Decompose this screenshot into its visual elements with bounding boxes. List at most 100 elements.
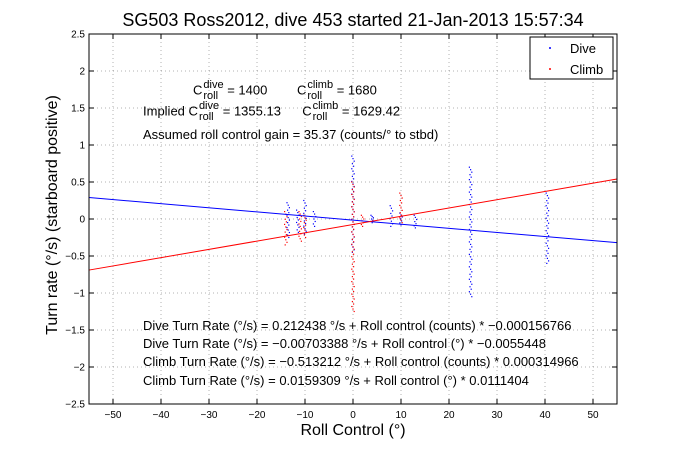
dive-point — [470, 226, 472, 228]
climb-point — [399, 192, 401, 194]
climb-point — [353, 310, 355, 313]
climb-point — [399, 204, 401, 207]
dive-point — [288, 231, 290, 234]
dive-point — [547, 215, 549, 217]
climb-point — [351, 293, 353, 295]
dive-point — [399, 222, 401, 224]
climb-point — [300, 215, 302, 218]
dive-point — [468, 291, 470, 293]
climb-point — [353, 203, 355, 206]
dive-point — [298, 226, 300, 228]
dive-point — [469, 261, 471, 263]
legend-climb-marker — [549, 68, 551, 70]
dive-point — [546, 220, 548, 222]
dive-point — [305, 222, 307, 225]
climb-point — [298, 211, 300, 213]
dive-point — [468, 228, 470, 231]
dive-point — [471, 258, 473, 260]
dive-point — [415, 223, 417, 225]
x-tick-label: 20 — [443, 410, 455, 421]
climb-point — [353, 298, 355, 300]
climb-point — [352, 283, 354, 285]
climb-point — [352, 295, 354, 298]
y-tick-label: 2 — [79, 67, 85, 78]
dive-point — [469, 248, 471, 250]
climb-point — [401, 214, 403, 216]
dive-point — [546, 200, 548, 202]
climb-point — [351, 288, 353, 290]
dive-point — [469, 286, 471, 288]
climb-point — [303, 227, 305, 229]
climb-point — [351, 218, 353, 220]
dive-point — [546, 225, 548, 227]
climb-point — [352, 271, 354, 273]
implied-dive-symbol: C — [188, 103, 198, 119]
climb-point — [353, 273, 355, 275]
climb-point — [351, 188, 353, 191]
climb-point — [353, 211, 355, 213]
climb-point — [299, 230, 301, 232]
x-tick-label: −20 — [249, 410, 266, 421]
dive-point — [470, 268, 472, 270]
dive-point — [470, 251, 472, 253]
climb-point — [353, 303, 355, 305]
climb-point — [284, 231, 286, 233]
climb-fit-line — [88, 178, 618, 271]
dive-point — [470, 206, 472, 208]
dive-point — [351, 168, 353, 170]
climb-point — [353, 198, 355, 201]
climb-point — [351, 276, 353, 278]
dive-point — [471, 271, 473, 273]
climb-point — [298, 235, 300, 237]
climb-point — [298, 223, 300, 225]
y-tick-label: −2 — [74, 363, 86, 374]
climb-point — [305, 236, 307, 239]
y-tick-label: 0 — [79, 215, 85, 226]
y-tick-label: −1 — [74, 289, 86, 300]
climb-point — [351, 281, 353, 283]
dive-point — [312, 211, 314, 213]
dive-point — [314, 225, 316, 227]
dive-point — [546, 195, 548, 197]
dive-point — [297, 219, 299, 221]
dive-point — [287, 221, 289, 224]
dive-point — [353, 178, 355, 180]
dive-point — [372, 219, 374, 221]
dive-point — [390, 207, 392, 209]
c-climb-value: = 1680 — [336, 82, 377, 98]
climb-point — [304, 229, 306, 231]
dive-point — [545, 242, 547, 244]
climb-point — [351, 206, 353, 208]
y-tick-label: 1 — [79, 141, 85, 152]
c-dive-sup: dive — [203, 79, 224, 91]
dive-point — [389, 205, 391, 207]
climb-point — [362, 216, 364, 218]
dive-point — [286, 202, 288, 204]
climb-point — [353, 241, 355, 243]
climb-point — [351, 181, 353, 183]
dive-point — [470, 169, 472, 171]
x-tick-label: 40 — [539, 410, 551, 421]
dive-point — [470, 243, 472, 246]
climb-fit-degrees: Climb Turn Rate (°/s) = 0.0159309 °/s + … — [143, 373, 529, 388]
dive-point — [372, 217, 374, 219]
dive-point — [303, 233, 305, 235]
climb-point — [286, 241, 288, 243]
climb-point — [353, 248, 355, 250]
dive-fit-line — [88, 197, 618, 244]
dive-point — [390, 212, 392, 215]
dive-point — [414, 216, 416, 218]
legend-box — [529, 36, 614, 80]
dive-point — [353, 165, 355, 167]
dive-point — [470, 276, 472, 278]
dive-point — [547, 227, 549, 229]
dive-fit-counts: Dive Turn Rate (°/s) = 0.212438 °/s + Ro… — [143, 318, 572, 333]
dive-point — [471, 296, 473, 298]
implied-dive-value: = 1355.13 — [222, 103, 281, 119]
dive-point — [469, 223, 471, 226]
dive-point — [469, 273, 471, 275]
c-climb-symbol: C — [297, 82, 307, 98]
dive-point — [305, 230, 307, 232]
axis-ticks: −50 −40 −30 −20 −10 0 10 20 30 40 50−2.5−2−1.5−1−0… — [65, 30, 617, 421]
climb-point — [363, 218, 365, 220]
